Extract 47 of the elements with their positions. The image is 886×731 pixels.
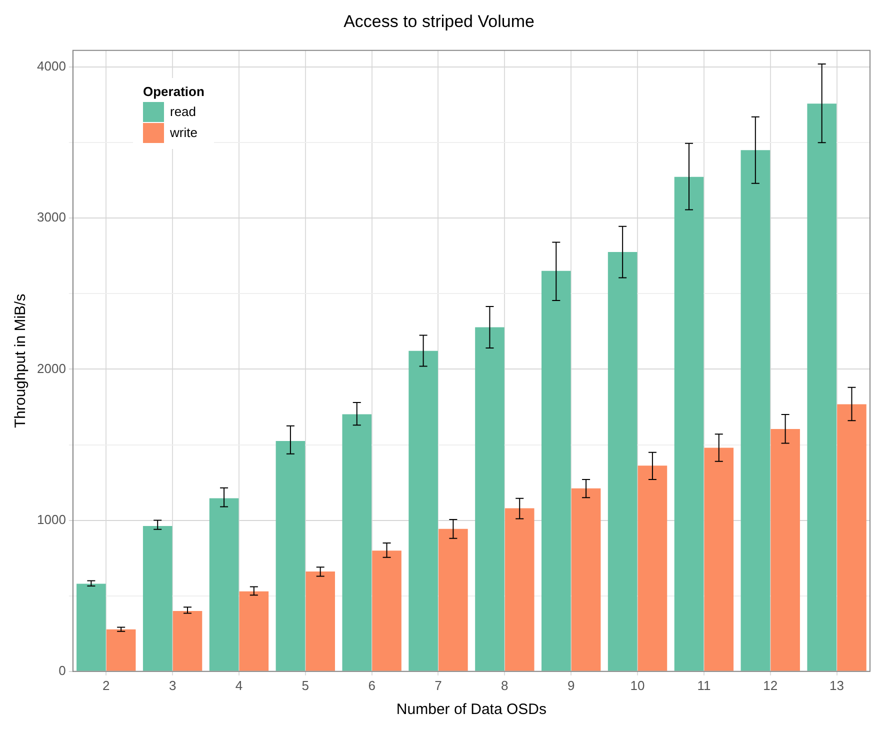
- bar: [209, 498, 239, 671]
- y-tick-label: 4000: [37, 58, 66, 74]
- chart-title: Access to striped Volume: [344, 12, 534, 31]
- x-tick-label: 10: [630, 678, 645, 693]
- x-tick-label: 13: [830, 678, 844, 693]
- bar: [342, 414, 372, 671]
- bar: [372, 550, 402, 671]
- x-tick-label: 3: [168, 678, 176, 693]
- y-tick-label: 2000: [37, 360, 66, 376]
- x-tick-label: 8: [501, 678, 508, 693]
- bar: [76, 584, 106, 671]
- x-tick-label: 6: [368, 678, 376, 693]
- x-tick-label: 9: [567, 678, 575, 693]
- y-tick-label: 0: [58, 662, 66, 678]
- bar: [106, 629, 136, 671]
- x-tick-label: 12: [763, 678, 778, 693]
- y-tick-label: 3000: [37, 210, 66, 225]
- bar: [608, 252, 638, 671]
- x-tick-label: 5: [302, 678, 310, 693]
- bar: [770, 429, 800, 671]
- bar: [638, 466, 668, 671]
- bar: [408, 350, 438, 671]
- bar: [807, 104, 836, 671]
- x-tick-label: 11: [697, 678, 711, 693]
- legend-title: Operation: [143, 84, 204, 99]
- y-axis-title: Throughput in MiB/s: [12, 294, 30, 428]
- bar: [172, 610, 202, 671]
- bar: [542, 270, 571, 671]
- bar: [571, 488, 601, 671]
- bar: [740, 150, 770, 671]
- x-tick-label: 4: [235, 678, 243, 693]
- x-axis-title: Number of Data OSDs: [396, 701, 546, 718]
- bar: [438, 528, 468, 671]
- bar: [276, 440, 306, 671]
- bar: [704, 448, 734, 671]
- y-tick-label: 1000: [37, 512, 66, 527]
- bar: [837, 404, 866, 671]
- bar: [239, 591, 269, 671]
- bar: [142, 526, 172, 671]
- legend-label: write: [170, 125, 198, 140]
- bar: [306, 572, 335, 671]
- bar: [475, 327, 504, 671]
- x-tick-label: 7: [434, 678, 442, 693]
- bar: [504, 508, 534, 671]
- legend-label: read: [170, 104, 196, 119]
- x-tick-label: 2: [102, 678, 110, 693]
- bar: [674, 176, 704, 671]
